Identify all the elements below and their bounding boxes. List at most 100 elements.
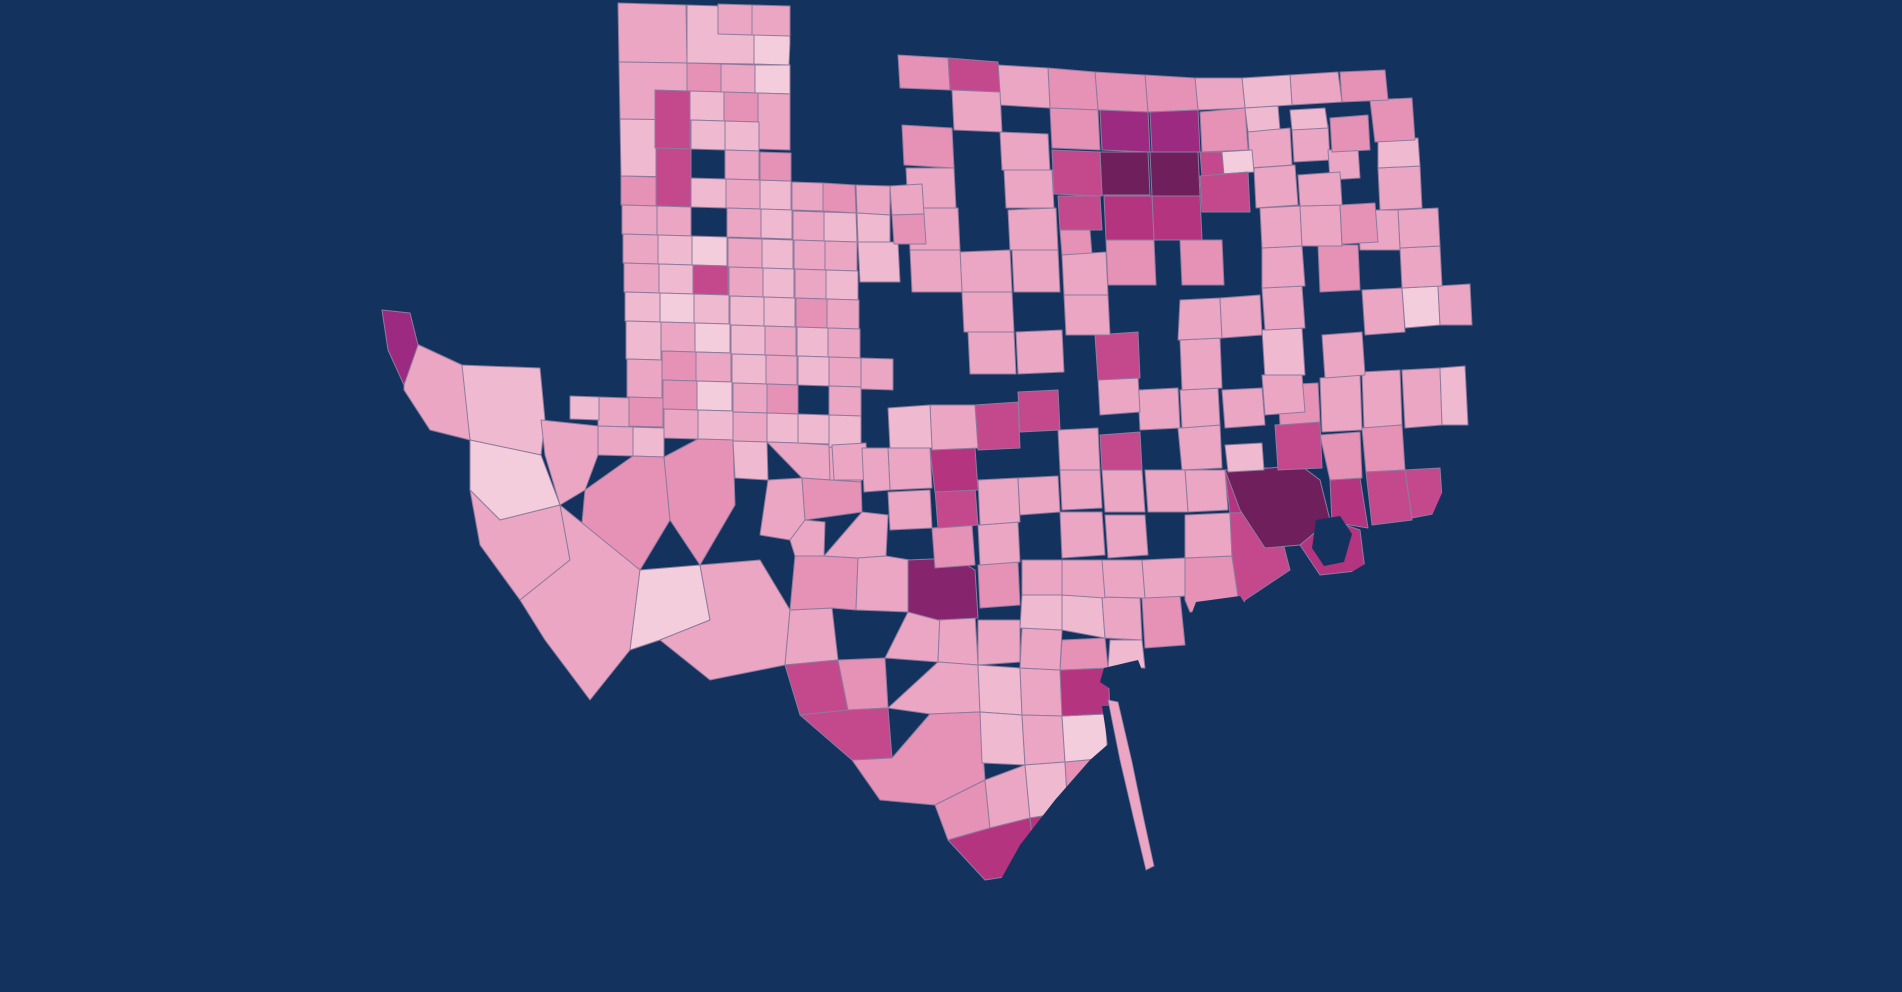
county-tom-green[interactable]: [767, 384, 798, 414]
county-real[interactable]: [790, 520, 825, 556]
county-menard2[interactable]: [829, 386, 861, 416]
county-crosby[interactable]: [728, 238, 762, 268]
county-anderson[interactable]: [1262, 286, 1305, 330]
county-erath[interactable]: [1008, 208, 1058, 250]
county-coleman[interactable]: [828, 328, 860, 358]
county-kaufman[interactable]: [1200, 172, 1250, 212]
county-madison[interactable]: [1180, 388, 1220, 428]
county-lubbock[interactable]: [693, 265, 728, 295]
county-jack[interactable]: [1000, 132, 1050, 172]
county-gillespie2[interactable]: [862, 448, 890, 492]
county-mason[interactable]: [798, 414, 829, 444]
county-medina[interactable]: [856, 556, 910, 612]
county-palo-pinto[interactable]: [1004, 170, 1054, 208]
county-collingsworth[interactable]: [725, 150, 759, 180]
county-lavaca[interactable]: [1105, 515, 1148, 558]
county-childress[interactable]: [760, 152, 791, 181]
county-brazos[interactable]: [1100, 432, 1142, 470]
county-freestone[interactable]: [1220, 295, 1262, 338]
county-rockwall[interactable]: [1200, 152, 1224, 176]
county-smith[interactable]: [1300, 205, 1342, 246]
county-ochiltree[interactable]: [718, 4, 752, 35]
county-goliad[interactable]: [1062, 595, 1105, 638]
county-karnes[interactable]: [1020, 595, 1062, 630]
county-kinney[interactable]: [785, 608, 838, 665]
county-haskell[interactable]: [825, 241, 857, 271]
county-midland[interactable]: [663, 380, 697, 410]
county-bee[interactable]: [1020, 628, 1062, 670]
county-wheeler[interactable]: [758, 93, 790, 150]
county-brown[interactable]: [910, 250, 962, 292]
county-fisher[interactable]: [764, 297, 795, 327]
county-colorado[interactable]: [1145, 470, 1188, 512]
county-nolan[interactable]: [765, 326, 796, 356]
county-cass[interactable]: [1370, 98, 1415, 142]
county-san-augustine[interactable]: [1402, 286, 1440, 328]
county-schleicher[interactable]: [733, 412, 767, 442]
county-hamilton2[interactable]: [1064, 295, 1110, 335]
county-wise[interactable]: [1050, 108, 1100, 150]
county-tarrant[interactable]: [1100, 152, 1150, 195]
county-liberty[interactable]: [1320, 432, 1362, 480]
county-hunt[interactable]: [1200, 108, 1248, 152]
county-morris[interactable]: [1330, 115, 1370, 152]
county-baylor[interactable]: [857, 213, 890, 244]
county-cherokee[interactable]: [1318, 245, 1360, 292]
county-fayette[interactable]: [1060, 512, 1105, 558]
county-hood[interactable]: [1058, 196, 1102, 230]
county-terry[interactable]: [660, 293, 694, 323]
county-lee[interactable]: [1018, 476, 1060, 515]
county-newton[interactable]: [1440, 366, 1468, 425]
county-borden[interactable]: [695, 323, 730, 353]
county-howard[interactable]: [696, 352, 731, 382]
county-red-river[interactable]: [1290, 72, 1342, 105]
county-donley[interactable]: [725, 121, 759, 151]
county-shackelford[interactable]: [826, 270, 858, 300]
county-lamb[interactable]: [658, 235, 692, 265]
county-franklin[interactable]: [1290, 108, 1328, 130]
county-andrews[interactable]: [627, 359, 662, 398]
county-cochran[interactable]: [624, 263, 659, 293]
county-austin[interactable]: [1185, 470, 1228, 512]
county-archer[interactable]: [952, 90, 1002, 132]
county-bandera[interactable]: [824, 512, 888, 558]
county-comal[interactable]: [932, 525, 975, 568]
county-hardin[interactable]: [1362, 425, 1405, 472]
county-bosque[interactable]: [1062, 252, 1108, 295]
county-montgomery[interactable]: [1275, 422, 1322, 470]
county-wharton[interactable]: [1185, 513, 1232, 558]
county-hockley[interactable]: [659, 264, 693, 294]
county-mcmullen[interactable]: [978, 665, 1022, 715]
county-parker[interactable]: [1052, 150, 1102, 196]
county-wilbarger2[interactable]: [890, 184, 924, 215]
county-van-zandt[interactable]: [1260, 206, 1302, 248]
county-live-oak[interactable]: [1020, 668, 1062, 716]
county-bell[interactable]: [1018, 390, 1060, 432]
county-leon[interactable]: [1180, 338, 1222, 390]
county-deaf-smith[interactable]: [621, 176, 656, 206]
county-mills[interactable]: [962, 292, 1014, 332]
county-uvalde[interactable]: [790, 556, 858, 610]
county-bowie[interactable]: [1340, 70, 1388, 102]
county-mitchell[interactable]: [731, 325, 765, 355]
county-glasscock[interactable]: [697, 381, 732, 411]
county-val-verde[interactable]: [660, 560, 790, 680]
county-sabine[interactable]: [1438, 284, 1472, 325]
county-burleson[interactable]: [1060, 470, 1102, 510]
county-hopkins[interactable]: [1248, 128, 1292, 168]
county-somervell[interactable]: [1060, 230, 1092, 255]
county-titus[interactable]: [1292, 125, 1330, 162]
county-comanche[interactable]: [960, 250, 1012, 292]
county-callahan[interactable]: [827, 299, 859, 329]
county-king[interactable]: [793, 211, 824, 241]
county-polk[interactable]: [1320, 375, 1362, 432]
county-johnson[interactable]: [1104, 196, 1154, 240]
county-throckmorton[interactable]: [858, 242, 900, 282]
county-collin[interactable]: [1150, 110, 1200, 152]
county-cooke[interactable]: [1095, 72, 1148, 112]
county-falls[interactable]: [1098, 376, 1140, 415]
county-kerr[interactable]: [802, 478, 862, 520]
county-randall[interactable]: [656, 148, 691, 207]
county-wichita[interactable]: [948, 58, 1000, 92]
